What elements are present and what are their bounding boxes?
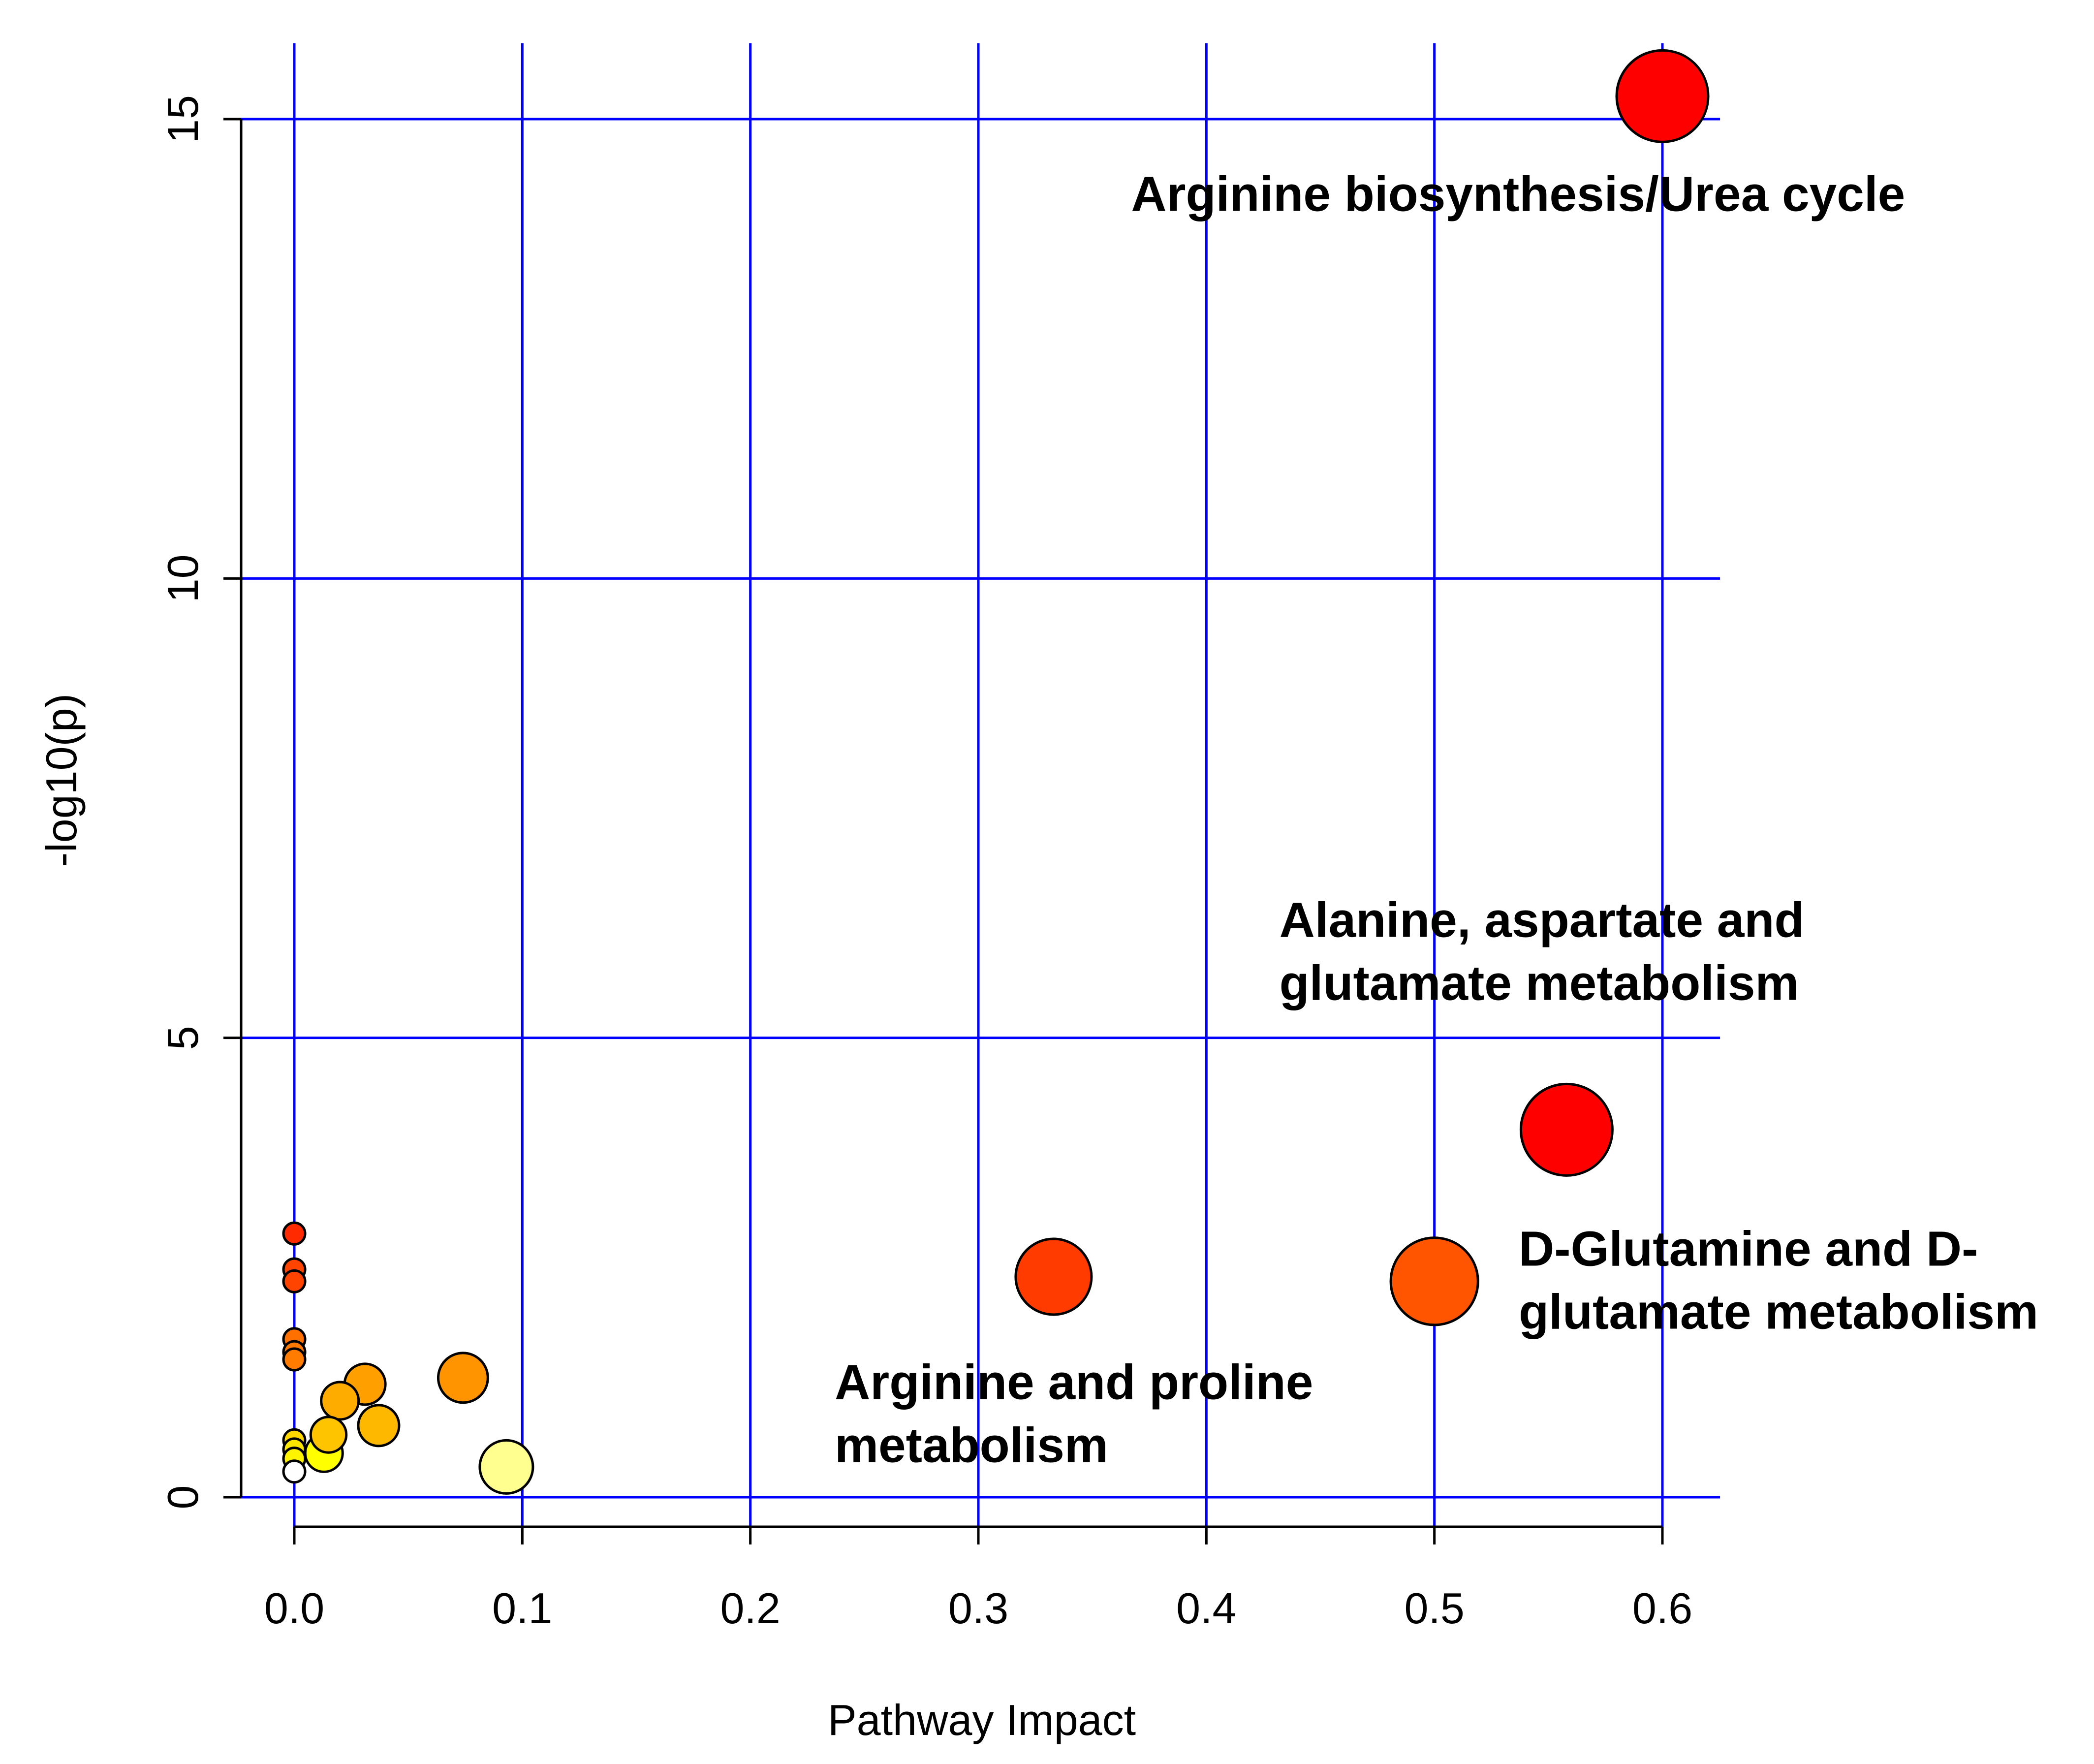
data-point-12 (320, 1381, 360, 1421)
y-tick-label-3: 15 (158, 95, 207, 143)
y-axis-title: -log10(p) (37, 693, 86, 867)
y-tick-label-2: 10 (158, 554, 207, 602)
x-tick-label-1: 0.1 (492, 1584, 552, 1633)
data-point-4 (282, 1221, 307, 1246)
annotation-2-line-0: D-Glutamine and D- (1519, 1222, 1978, 1277)
annotation-3-line-0: Arginine and proline (835, 1354, 1313, 1410)
annotation-2: D-Glutamine and D-glutamate metabolism (1519, 1222, 2038, 1340)
y-tick-label-1: 5 (158, 1026, 207, 1050)
data-point-3 (1014, 1237, 1093, 1316)
data-point-10 (437, 1352, 489, 1404)
annotation-1-line-0: Alanine, aspartate and (1280, 892, 1805, 947)
x-tick-label-6: 0.6 (1632, 1584, 1692, 1633)
x-tick-label-5: 0.5 (1404, 1584, 1464, 1633)
annotation-3: Arginine and proline metabolism (835, 1354, 1313, 1473)
x-tick-label-4: 0.4 (1176, 1584, 1236, 1633)
x-tick-label-2: 0.2 (720, 1584, 780, 1633)
annotation-1: Alanine, aspartate and glutamate metaboli… (1280, 892, 1805, 1010)
x-tick-label-3: 0.3 (948, 1584, 1008, 1633)
annotations: Arginine biosynthesis/Urea cycle Alanine,… (835, 167, 2038, 1473)
data-point-13 (357, 1404, 401, 1448)
x-tick-label-0: 0.0 (264, 1584, 324, 1633)
data-point-20 (282, 1459, 307, 1484)
data-point-1 (1519, 1082, 1614, 1177)
annotation-2-line-1: glutamate metabolism (1519, 1285, 2038, 1340)
y-tick-label-0: 0 (158, 1485, 207, 1510)
data-point-19 (478, 1439, 534, 1495)
annotation-3-line-1: metabolism (835, 1418, 1108, 1473)
axes: 0.0 0.1 0.2 0.3 0.4 0.5 0.6 0 5 10 15 (158, 95, 1692, 1633)
x-axis-title: Pathway Impact (828, 1696, 1136, 1744)
data-points (282, 49, 1710, 1495)
annotation-1-line-1: glutamate metabolism (1280, 955, 1799, 1010)
data-point-2 (1389, 1236, 1479, 1326)
data-point-0 (1615, 49, 1710, 143)
grid-lines (241, 43, 1720, 1527)
annotation-0-line-0: Arginine biosynthesis/Urea cycle (1131, 167, 1905, 222)
data-point-9 (282, 1347, 307, 1372)
annotation-0: Arginine biosynthesis/Urea cycle (1131, 167, 1905, 222)
data-point-6 (282, 1269, 307, 1293)
data-point-14 (309, 1416, 348, 1454)
